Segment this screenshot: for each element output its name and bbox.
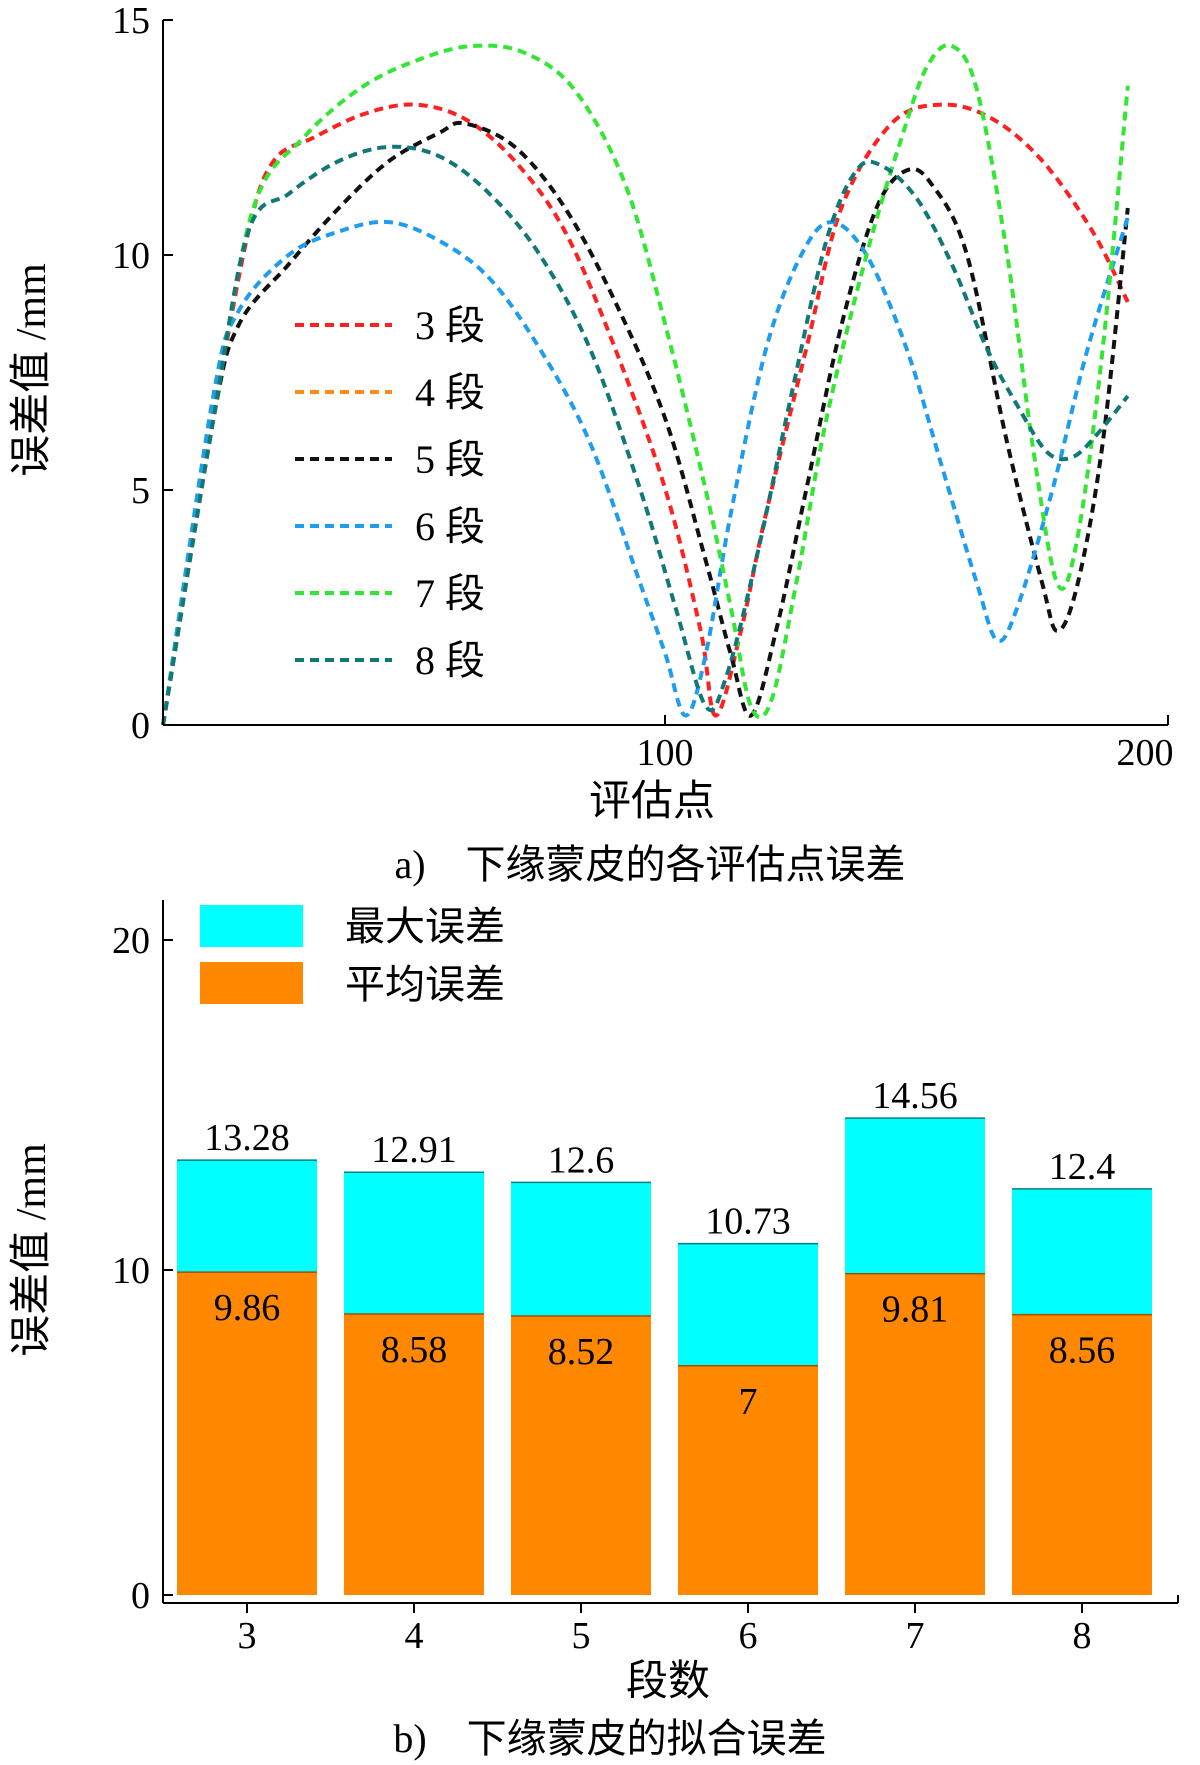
b-xtick-label-7: 7 — [906, 1615, 925, 1657]
series-line-6-segments — [161, 216, 1130, 726]
bar-mean-error-label-5: 8.52 — [548, 1331, 615, 1373]
legend-label-mean-error: 平均误差 — [345, 962, 505, 1007]
bar-mean-error-4 — [344, 1314, 484, 1595]
a-caption: a) 下缘蒙皮的各评估点误差 — [394, 842, 905, 887]
series-line-5-segments — [161, 120, 1130, 726]
bar-mean-error-7 — [845, 1273, 985, 1595]
bar-max-error-label-6: 10.73 — [705, 1201, 791, 1243]
bar-max-error-label-5: 12.6 — [548, 1139, 615, 1181]
a-x-axis-label: 评估点 — [589, 779, 715, 825]
bar-mean-error-8 — [1012, 1314, 1152, 1595]
b-xtick-label-8: 8 — [1073, 1615, 1092, 1657]
legend-label-5-segments: 5 段 — [415, 437, 485, 482]
legend-label-6-segments: 6 段 — [415, 504, 485, 549]
bar-mean-error-3 — [177, 1272, 317, 1595]
b-ytick-label-10: 10 — [112, 1250, 150, 1292]
bar-legend: 最大误差 平均误差 — [200, 904, 505, 1007]
b-ytick-label-20: 20 — [112, 920, 150, 962]
a-xtick-label-200: 200 — [1117, 732, 1174, 774]
line-chart-panel: 0 5 10 15 100 200 评估点 误差值 /mm a) 下缘蒙皮的各评… — [9, 0, 1174, 887]
b-x-axis-label: 段数 — [626, 1659, 710, 1705]
b-xtick-label-6: 6 — [739, 1615, 758, 1657]
series-line-7-segments — [161, 43, 1130, 726]
bar-mean-error-label-3: 9.86 — [214, 1287, 281, 1329]
bar-mean-error-label-4: 8.58 — [381, 1329, 448, 1371]
b-xtick-label-4: 4 — [405, 1615, 424, 1657]
line-series-group — [161, 43, 1130, 726]
b-ytick-label-0: 0 — [131, 1575, 150, 1617]
bar-chart-panel: 13.28 9.86 3 12.91 8.58 4 12.6 8.52 5 10.73 7 6 14.5… — [9, 900, 1179, 1761]
a-ytick-label-15: 15 — [112, 0, 150, 42]
legend-swatch-mean-error — [200, 962, 303, 1004]
a-xtick-label-100: 100 — [637, 732, 694, 774]
b-xtick-label-3: 3 — [238, 1615, 257, 1657]
legend-label-3-segments: 3 段 — [415, 303, 485, 348]
a-ytick-label-0: 0 — [131, 705, 150, 747]
bar-mean-error-label-7: 9.81 — [882, 1289, 949, 1331]
a-ytick-label-10: 10 — [112, 235, 150, 277]
a-ytick-label-5: 5 — [131, 470, 150, 512]
b-xtick-label-5: 5 — [572, 1615, 591, 1657]
bar-max-error-label-3: 13.28 — [204, 1117, 290, 1159]
b-caption: b) 下缘蒙皮的拟合误差 — [393, 1716, 826, 1761]
bar-mean-error-label-8: 8.56 — [1049, 1330, 1116, 1372]
legend-label-max-error: 最大误差 — [345, 904, 505, 949]
a-y-axis-label: 误差值 /mm — [9, 263, 55, 477]
series-line-3-segments — [161, 102, 1130, 726]
legend-label-7-segments: 7 段 — [415, 571, 485, 616]
legend-swatch-max-error — [200, 905, 303, 947]
bar-mean-error-6 — [678, 1365, 818, 1595]
bar-mean-error-label-6: 7 — [739, 1381, 758, 1423]
bar-max-error-label-7: 14.56 — [872, 1075, 958, 1117]
bar-group: 13.28 9.86 3 12.91 8.58 4 12.6 8.52 5 10.73 7 6 14.5… — [177, 1075, 1152, 1657]
legend-label-4-segments: 4 段 — [415, 370, 485, 415]
bar-max-error-label-8: 12.4 — [1049, 1146, 1116, 1188]
b-y-axis-label: 误差值 /mm — [9, 1143, 55, 1357]
bar-mean-error-5 — [511, 1315, 651, 1595]
line-legend: 3 段 4 段 5 段 6 段 7 段 8 段 — [295, 303, 485, 683]
legend-label-8-segments: 8 段 — [415, 638, 485, 683]
bar-max-error-label-4: 12.91 — [371, 1129, 457, 1171]
series-line-8-segments — [161, 144, 1130, 726]
